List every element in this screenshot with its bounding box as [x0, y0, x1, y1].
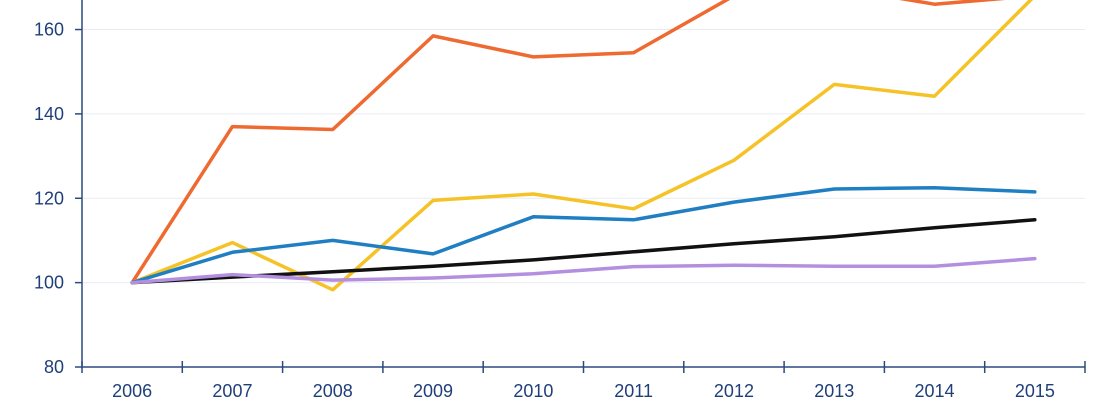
- x-tick-label: 2010: [513, 381, 553, 401]
- series-line-black: [130, 218, 1037, 285]
- series-line-blue: [130, 185, 1037, 285]
- series-line-purple: [130, 256, 1037, 285]
- y-tick-label: 160: [34, 20, 64, 40]
- x-tick-label: 2013: [814, 381, 854, 401]
- y-tick-label: 140: [34, 104, 64, 124]
- x-tick-label: 2006: [112, 381, 152, 401]
- x-tick-label: 2009: [413, 381, 453, 401]
- y-tick-label: 100: [34, 273, 64, 293]
- x-tick-label: 2015: [1015, 381, 1055, 401]
- x-tick-label: 2014: [915, 381, 955, 401]
- x-tick-label: 2012: [714, 381, 754, 401]
- x-tick-label: 2007: [212, 381, 252, 401]
- axes: [75, 0, 1086, 373]
- series-line-orange: [130, 0, 1006, 285]
- series-lines: [130, 0, 1037, 292]
- y-tick-label: 120: [34, 188, 64, 208]
- tick-labels: 80 100 120 140 160 2006 2007 2008 2009 2010 2011 20…: [34, 20, 1055, 401]
- x-tick-label: 2011: [614, 381, 653, 401]
- series-line-yellow: [130, 0, 1034, 292]
- y-tick-label: 80: [44, 357, 64, 377]
- x-tick-label: 2008: [313, 381, 353, 401]
- grid-lines: [82, 29, 1085, 284]
